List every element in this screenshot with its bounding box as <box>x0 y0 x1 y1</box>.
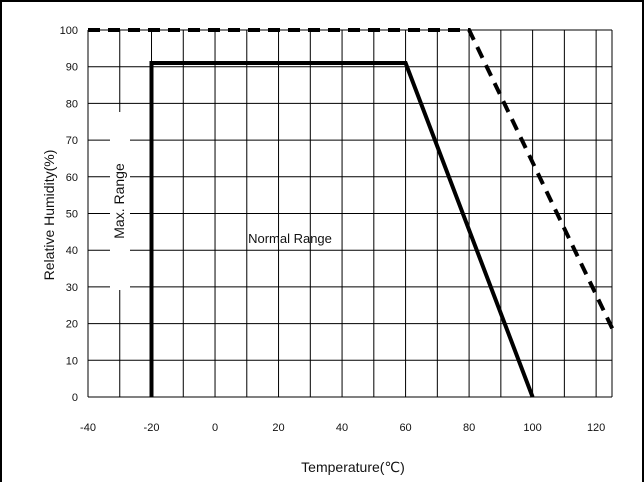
y-axis-label: Relative Humidity(%) <box>41 150 57 281</box>
y-tick-label: 70 <box>66 135 78 147</box>
series-lines <box>88 28 618 398</box>
grid-lines <box>87 29 613 398</box>
y-tick-labels: 0 10 20 30 40 50 60 70 80 90 100 <box>60 25 78 404</box>
x-tick-label: 40 <box>336 422 348 434</box>
y-tick-label: 90 <box>66 62 78 74</box>
y-tick-label: 10 <box>66 355 78 367</box>
y-tick-label: 100 <box>60 25 78 37</box>
x-tick-labels: -40 -20 0 20 40 60 80 100 120 <box>80 422 605 434</box>
normal-range-line <box>149 61 535 398</box>
x-tick-label: -20 <box>144 422 160 434</box>
y-tick-label: 80 <box>66 98 78 110</box>
x-tick-label: 80 <box>463 422 475 434</box>
y-tick-label: 0 <box>72 392 78 404</box>
x-tick-label: 100 <box>523 422 541 434</box>
y-tick-label: 20 <box>66 319 78 331</box>
y-tick-label: 60 <box>66 172 78 184</box>
max-range-line <box>88 28 618 336</box>
x-tick-label: -40 <box>80 422 96 434</box>
y-tick-label: 30 <box>66 282 78 294</box>
x-tick-label: 20 <box>272 422 284 434</box>
y-tick-label: 40 <box>66 245 78 257</box>
x-axis-label: Temperature(℃) <box>301 459 405 475</box>
y-tick-label: 50 <box>66 209 78 221</box>
normal-range-label: Normal Range <box>248 231 332 246</box>
x-tick-label: 120 <box>587 422 605 434</box>
max-range-label: Max. Range <box>111 163 127 239</box>
x-tick-label: 0 <box>212 422 218 434</box>
max-range-label-backdrop <box>110 112 130 290</box>
x-tick-label: 60 <box>399 422 411 434</box>
